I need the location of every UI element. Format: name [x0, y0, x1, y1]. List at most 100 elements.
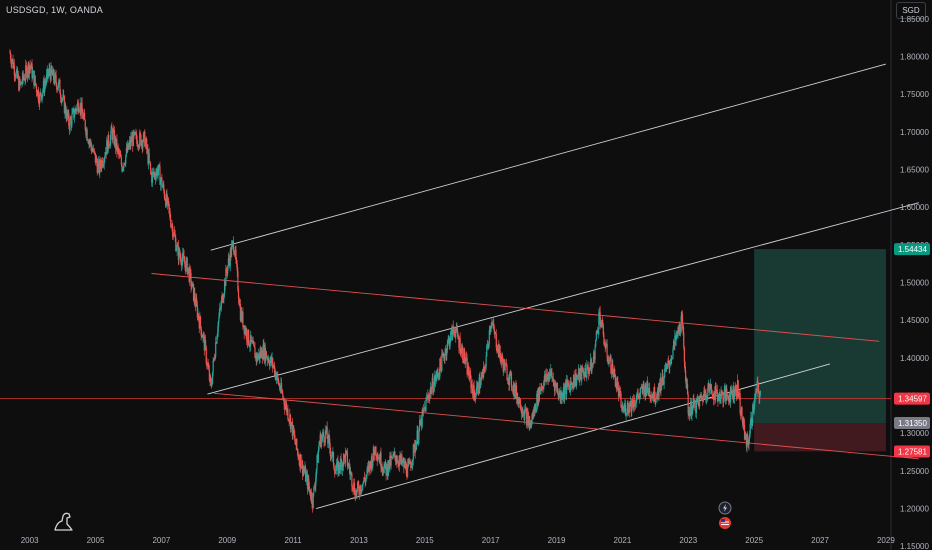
trendline-4[interactable]	[214, 392, 919, 460]
candle-body-298	[198, 313, 200, 320]
candle-body-61	[47, 73, 50, 77]
candle-body-329	[217, 322, 219, 332]
candle-body-1156	[741, 407, 743, 419]
price-axis[interactable]: 1.85000 1.80000 1.75000 1.70000 1.65000 1.600…	[900, 15, 929, 550]
candle-body-262	[175, 238, 177, 251]
candle-body-53	[42, 80, 45, 91]
candle-body-1169	[749, 423, 751, 434]
stop-zone[interactable]	[754, 423, 886, 452]
candle-body-732	[472, 385, 475, 398]
candle-body-72	[54, 73, 57, 76]
candle-body-155	[107, 134, 109, 153]
candle-body-665	[430, 387, 432, 394]
candle-body-74	[56, 83, 58, 90]
candle-body-12	[16, 68, 19, 79]
candle-body-1161	[744, 434, 746, 439]
candle-body-893	[574, 373, 577, 383]
candle-body-322	[213, 358, 215, 361]
candle-body-987	[634, 404, 636, 407]
trendline-3[interactable]	[151, 273, 880, 342]
candle-body-1061	[681, 313, 683, 316]
candle-body-226	[152, 172, 154, 173]
candle-body-837	[539, 387, 541, 392]
candle-body-1053	[676, 331, 678, 336]
candle-body-1126	[722, 392, 724, 403]
candle-body-943	[606, 343, 608, 358]
candle-body-587	[381, 468, 383, 471]
candle-body-584	[379, 457, 381, 464]
candle-body-278	[185, 260, 187, 271]
candle-body-663	[429, 392, 431, 400]
candle-body-347	[229, 260, 231, 266]
candle-body-327	[216, 336, 218, 344]
candle-body-1036	[665, 367, 667, 369]
candle-body-1057	[678, 323, 680, 332]
candle-body-425	[278, 384, 280, 385]
candle-body-90	[66, 110, 68, 119]
candle-body-858	[552, 378, 554, 382]
candle-body-199	[135, 133, 137, 135]
candle-body-321	[212, 360, 214, 373]
candle-body-140	[97, 161, 100, 164]
candle-body-958	[616, 382, 618, 389]
trendline-2[interactable]	[316, 363, 831, 509]
time-axis[interactable]: 2003 2005 2007 2009 2011 2013 2015 2017 2019 2021…	[21, 536, 932, 545]
candle-body-1094	[702, 399, 704, 402]
candle-body-1025	[658, 383, 660, 397]
candle-body-376	[247, 329, 249, 344]
candle-body-1159	[743, 418, 745, 426]
candle-body-1145	[734, 388, 736, 397]
candle-body-753	[486, 345, 488, 357]
candle-body-52	[42, 90, 44, 95]
trendline-1[interactable]	[207, 202, 919, 395]
candle-body-639	[413, 444, 416, 453]
candle-body-1124	[721, 391, 723, 393]
candle-body-678	[438, 374, 440, 377]
candle-body-950	[610, 372, 613, 374]
candle-body-776	[500, 359, 502, 363]
candle-body-317	[210, 376, 212, 383]
candle-body-667	[431, 378, 433, 388]
candle-body-799	[515, 385, 517, 395]
candle-body-1103	[707, 382, 710, 388]
candle-body-965	[620, 393, 622, 408]
price-badge-3	[894, 445, 930, 458]
lightning-icon[interactable]	[718, 501, 732, 515]
candle-body-1086	[697, 398, 699, 401]
candle-body-709	[458, 339, 460, 348]
candle-body-253	[169, 211, 171, 220]
candle-body-739	[477, 382, 479, 394]
candle-body-50	[40, 96, 43, 100]
candle-body-605	[392, 454, 394, 459]
price-tick-label-13: 1.20000	[900, 505, 929, 514]
tradingview-dino-icon[interactable]	[54, 512, 73, 531]
candle-body-160	[110, 126, 112, 135]
candle-body-850	[547, 374, 549, 381]
candle-body-770	[496, 350, 499, 353]
candle-body-183	[125, 155, 127, 164]
candle-body-997	[640, 387, 642, 389]
candle-body-365	[240, 310, 242, 321]
trendline-0[interactable]	[210, 63, 887, 251]
candle-body-869	[559, 391, 561, 399]
us-flag-icon[interactable]	[719, 517, 731, 529]
candle-body-668	[432, 378, 434, 393]
currency-button[interactable]: SGD	[896, 2, 926, 19]
candle-body-1158	[742, 418, 744, 425]
candle-body-21	[22, 72, 24, 79]
candle-body-197	[134, 132, 136, 135]
candle-body-9	[14, 76, 17, 78]
candle-body-589	[382, 467, 384, 472]
candle-body-494	[322, 432, 324, 437]
candle-body-1063	[682, 324, 684, 333]
candle-body-1020	[655, 397, 657, 403]
candle-body-263	[175, 250, 178, 251]
candle-body-272	[181, 259, 183, 266]
candle-body-955	[614, 368, 616, 375]
candle-body-599	[388, 460, 390, 469]
candle-body-1098	[704, 391, 706, 398]
candle-body-93	[68, 112, 70, 126]
candle-body-220	[148, 153, 150, 162]
candle-body-801	[516, 397, 518, 400]
